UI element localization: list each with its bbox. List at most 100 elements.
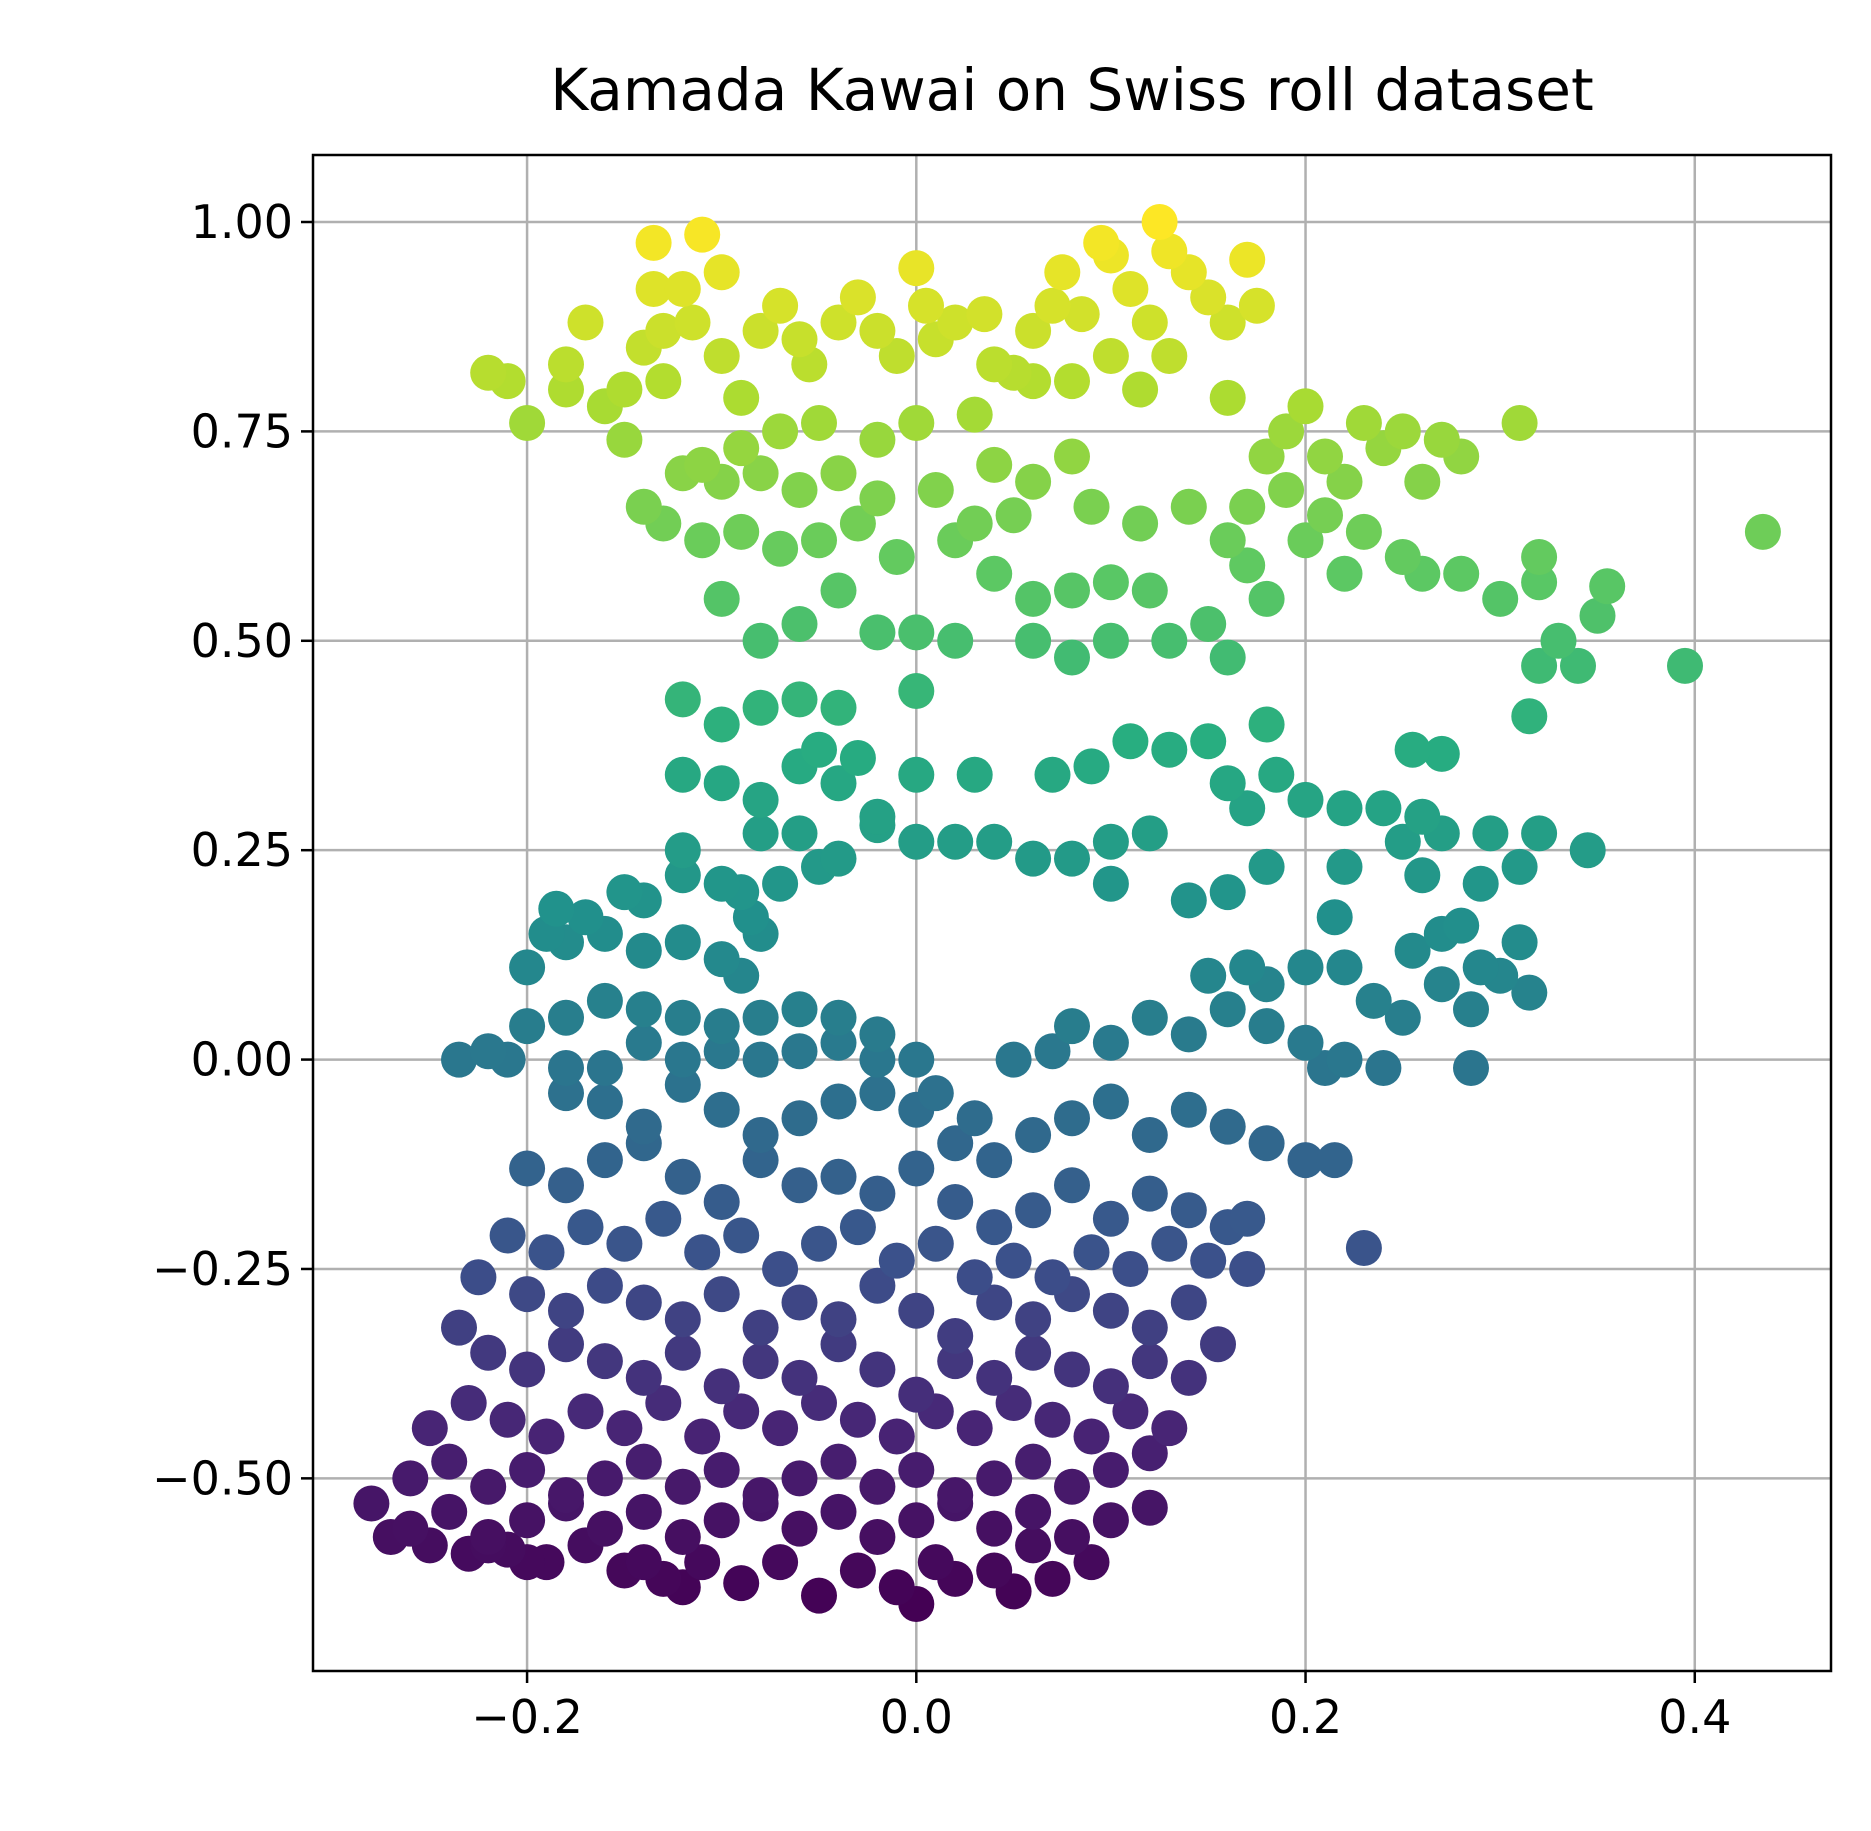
data-point [1365,1050,1402,1086]
data-point [1092,1368,1129,1405]
data-point [742,455,779,492]
data-point [878,338,915,374]
data-point [723,1393,760,1430]
data-point [606,874,643,911]
data-point [1131,1489,1168,1526]
data-point [1170,882,1207,919]
data-point [781,991,818,1028]
data-point [1015,1334,1052,1371]
data-point [625,1024,662,1061]
data-point [548,999,584,1036]
data-point [859,1175,896,1212]
data-point [1092,823,1129,860]
data-point [1209,1108,1246,1145]
data-point [1209,991,1246,1028]
data-point [1209,522,1246,559]
data-point [976,1460,1013,1497]
data-point [684,1544,721,1581]
data-point [1345,405,1382,441]
data-point [664,924,701,961]
data-point [664,756,701,793]
data-point [1054,1351,1090,1388]
data-point [1170,1284,1207,1321]
data-point [1112,1393,1149,1430]
data-point [956,1100,993,1137]
data-point [1190,1242,1227,1279]
data-point [1209,379,1246,416]
data-point [820,840,857,877]
data-point [1394,731,1431,768]
data-point [635,271,672,307]
data-point [431,1493,468,1530]
data-point [966,296,1003,333]
data-point [956,505,993,542]
data-point [839,1552,876,1589]
data-point [664,1041,701,1078]
data-point [781,1100,818,1137]
data-point [645,1200,682,1237]
data-point [898,405,935,441]
data-point [1054,1468,1090,1505]
data-point [703,254,740,291]
data-point [645,312,682,349]
data-point [723,379,760,416]
data-point [606,371,643,408]
data-point [859,1519,896,1555]
data-point [859,1075,896,1112]
data-point [742,1309,779,1346]
y-tick-label: 0.75 [191,404,293,458]
data-point [1744,513,1781,550]
data-point [703,1276,740,1313]
data-point [995,497,1032,534]
data-point [674,304,711,341]
data-point [917,1075,954,1112]
data-point [878,539,915,575]
data-point [548,1167,584,1204]
data-point [1200,1326,1236,1363]
data-point [723,1565,760,1602]
x-tick-label: −0.2 [471,1690,583,1744]
data-point [1229,949,1266,986]
data-point [1453,1050,1489,1086]
data-point [820,455,857,492]
data-point [1209,765,1246,802]
data-point [1131,999,1168,1036]
data-point [1209,874,1246,911]
data-point [742,689,779,726]
data-point [1589,568,1626,605]
data-point [1092,1292,1129,1329]
data-point [976,1552,1013,1589]
data-point [995,1385,1032,1421]
data-point [801,1385,837,1421]
data-point [820,689,857,726]
data-point [742,999,779,1036]
data-point [664,681,701,718]
data-point [703,1502,740,1539]
data-point [1131,1175,1168,1212]
data-point [1316,1142,1353,1179]
data-point [820,1158,857,1195]
data-point [664,999,701,1036]
data-point [908,287,944,324]
data-point [1521,815,1558,852]
data-point [1287,1024,1324,1061]
data-point [937,1318,974,1354]
data-point [1326,1041,1363,1078]
data-point [1073,1544,1110,1581]
data-point [781,1460,818,1497]
data-point [703,865,740,902]
data-point [1384,413,1421,450]
data-point [976,1359,1013,1396]
data-point [509,405,546,441]
data-point [1404,798,1441,835]
data-point [664,1158,701,1195]
data-point [781,681,818,718]
data-point [1365,790,1402,827]
data-point [781,606,818,642]
data-point [606,421,643,458]
data-point [1521,564,1558,601]
data-point [898,1502,935,1539]
data-point [878,1569,915,1606]
data-point [470,1033,507,1070]
data-point [1462,865,1499,902]
